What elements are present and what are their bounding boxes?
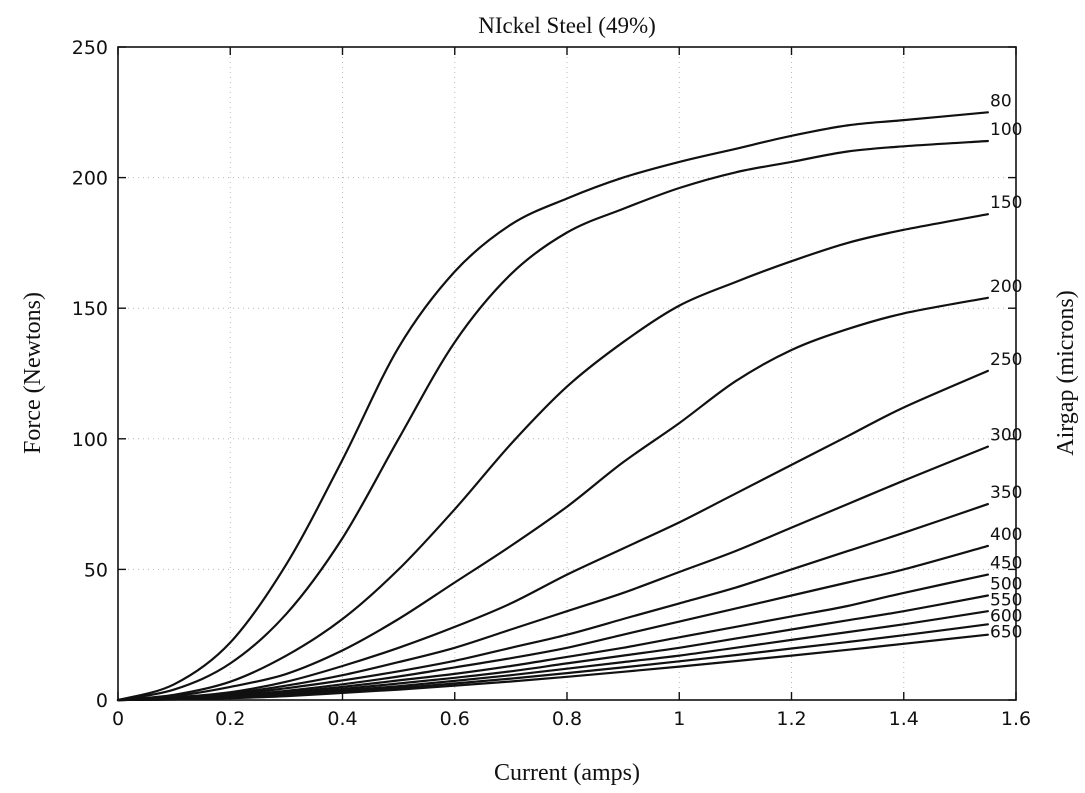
airgap-label-550: 550 bbox=[990, 591, 1022, 611]
y-tick-label: 50 bbox=[84, 559, 108, 581]
x-tick-label: 0.8 bbox=[552, 708, 582, 730]
curve-airgap-300 bbox=[116, 445, 989, 702]
airgap-label-250: 250 bbox=[990, 350, 1022, 370]
x-tick-label: 1.4 bbox=[889, 708, 919, 730]
x-tick-label: 1.6 bbox=[1001, 708, 1031, 730]
curve-airgap-650 bbox=[116, 633, 989, 702]
airgap-label-450: 450 bbox=[990, 554, 1022, 574]
y-tick-label: 200 bbox=[72, 168, 108, 190]
axis-ticks bbox=[117, 46, 1017, 701]
airgap-label-350: 350 bbox=[990, 483, 1022, 503]
curve-airgap-80 bbox=[116, 111, 989, 702]
curve-airgap-400 bbox=[116, 544, 989, 702]
x-tick-label: 1.2 bbox=[776, 708, 806, 730]
airgap-label-150: 150 bbox=[990, 193, 1022, 213]
x-tick-label: 0.4 bbox=[327, 708, 357, 730]
series-curves bbox=[116, 111, 989, 702]
airgap-label-300: 300 bbox=[990, 426, 1022, 446]
airgap-label-600: 600 bbox=[990, 607, 1022, 627]
x-axis-label: Current (amps) bbox=[494, 760, 640, 786]
y-tick-label: 100 bbox=[72, 429, 108, 451]
curve-airgap-250 bbox=[116, 369, 989, 702]
y-tick-label: 250 bbox=[72, 37, 108, 59]
x-tick-labels: 0 0.2 0.4 0.6 0.8 1 1.2 1.4 1.6 bbox=[112, 708, 1031, 730]
y-tick-label: 150 bbox=[72, 298, 108, 320]
airgap-label-400: 400 bbox=[990, 525, 1022, 545]
airgap-label-200: 200 bbox=[990, 277, 1022, 297]
airgap-label-100: 100 bbox=[990, 120, 1022, 140]
chart-title: NIckel Steel (49%) bbox=[478, 13, 656, 38]
curve-airgap-350 bbox=[116, 503, 989, 702]
airgap-label-650: 650 bbox=[990, 623, 1022, 643]
x-tick-label: 0 bbox=[112, 708, 124, 730]
grid bbox=[118, 47, 1016, 700]
curve-airgap-200 bbox=[116, 296, 989, 702]
curve-airgap-150 bbox=[116, 213, 989, 702]
x-tick-label: 1 bbox=[673, 708, 685, 730]
airgap-label-80: 80 bbox=[990, 91, 1012, 111]
x-tick-label: 0.2 bbox=[215, 708, 245, 730]
y-tick-labels: 0 50 100 150 200 250 bbox=[72, 37, 108, 712]
secondary-y-axis-label: Airgap (microns) bbox=[1053, 290, 1079, 456]
y-axis-label: Force (Newtons) bbox=[20, 292, 46, 454]
x-tick-label: 0.6 bbox=[440, 708, 470, 730]
y-tick-label: 0 bbox=[96, 690, 108, 712]
curve-airgap-100 bbox=[116, 139, 989, 702]
curve-airgap-550 bbox=[116, 610, 989, 702]
airgap-label-500: 500 bbox=[990, 575, 1022, 595]
